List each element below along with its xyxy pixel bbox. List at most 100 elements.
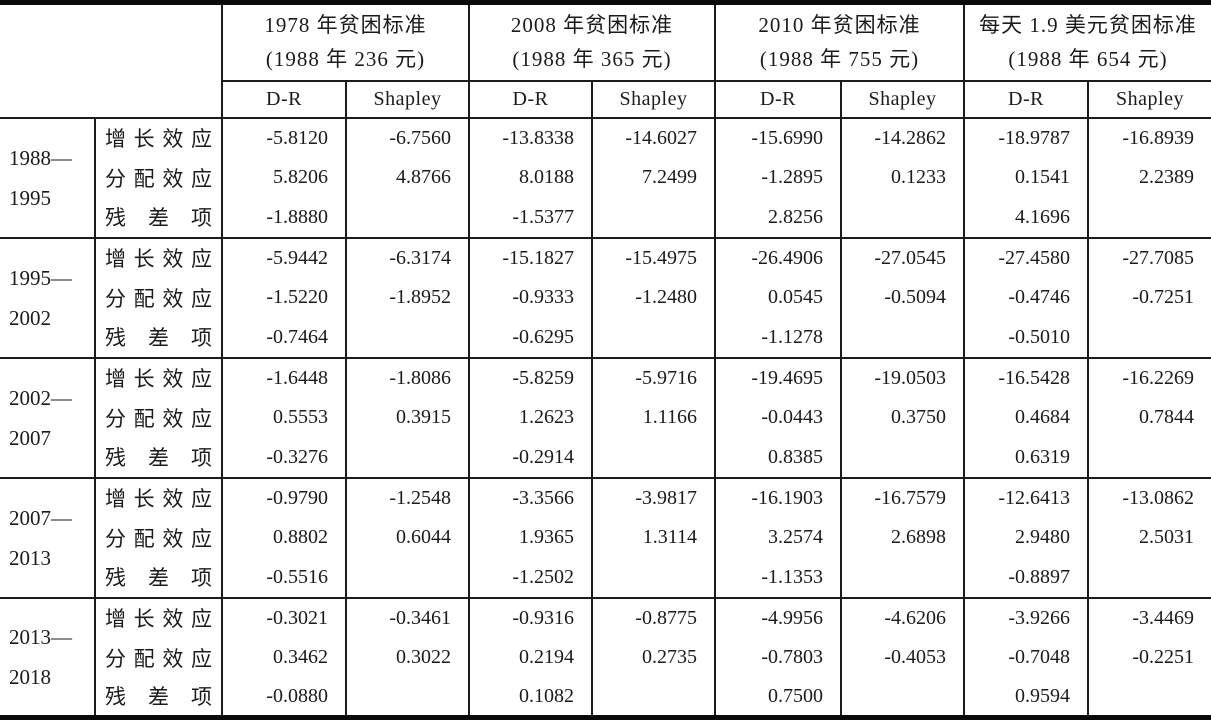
value-cell: 0.3915 [345, 397, 470, 438]
period-line: 2002— [9, 385, 72, 410]
period-cell: 1995— 2002 [0, 237, 96, 358]
value-cell [345, 677, 470, 718]
method-header-dr: D-R [221, 79, 347, 119]
method-header-dr: D-R [468, 79, 593, 119]
value-cell: 1.1166 [591, 397, 716, 438]
value-cell [345, 317, 470, 358]
value-cell: -3.9266 [963, 597, 1089, 638]
value-cell: 2.2389 [1087, 157, 1211, 198]
period-group-2013-2018: 2013— 2018 增长效应 -0.3021 -0.3461 -0.9316 … [0, 597, 1211, 718]
value-cell: 0.8385 [714, 437, 842, 478]
value-cell [840, 197, 965, 238]
value-cell: -0.4746 [963, 277, 1089, 318]
period-cell: 2002— 2007 [0, 357, 96, 478]
value-cell: -1.1353 [714, 557, 842, 598]
corner-cell [0, 1, 223, 119]
value-cell: -0.7048 [963, 637, 1089, 678]
value-cell: 2.9480 [963, 517, 1089, 558]
group-title: 每天 1.9 美元贫困标准 [979, 13, 1197, 38]
value-cell: 4.8766 [345, 157, 470, 198]
period-group-2007-2013: 2007— 2013 增长效应 -0.9790 -1.2548 -3.3566 … [0, 477, 1211, 598]
row-label: 增长效应 [94, 237, 223, 278]
method-header-dr: D-R [714, 79, 842, 119]
value-cell: 0.3750 [840, 397, 965, 438]
value-cell: -26.4906 [714, 237, 842, 278]
value-cell: -16.5428 [963, 357, 1089, 398]
group-subtitle: (1988 年 755 元) [759, 47, 920, 72]
value-cell: 1.9365 [468, 517, 593, 558]
value-cell: -12.6413 [963, 477, 1089, 518]
value-cell: -1.2502 [468, 557, 593, 598]
value-cell: -1.8880 [221, 197, 347, 238]
method-header-shapley: Shapley [591, 79, 716, 119]
period-cell: 2007— 2013 [0, 477, 96, 598]
value-cell: -16.7579 [840, 477, 965, 518]
period-cell: 2013— 2018 [0, 597, 96, 718]
value-cell: 7.2499 [591, 157, 716, 198]
value-cell: 2.6898 [840, 517, 965, 558]
period-line: 2013— [9, 624, 72, 649]
group-title: 1978 年贫困标准 [264, 13, 427, 38]
method-header-dr: D-R [963, 79, 1089, 119]
value-cell: 2.5031 [1087, 517, 1211, 558]
value-cell: 0.4684 [963, 397, 1089, 438]
method-header-shapley: Shapley [1087, 79, 1211, 119]
value-cell [591, 437, 716, 478]
row-label: 增长效应 [94, 597, 223, 638]
value-cell: 0.9594 [963, 677, 1089, 718]
value-cell: -0.9790 [221, 477, 347, 518]
period-line: 1995— [9, 265, 72, 290]
table-row: 2007— 2013 增长效应 -0.9790 -1.2548 -3.3566 … [0, 477, 1211, 598]
value-cell: 1.2623 [468, 397, 593, 438]
value-cell: 0.6319 [963, 437, 1089, 478]
value-cell: -0.8897 [963, 557, 1089, 598]
value-cell: -1.5377 [468, 197, 593, 238]
row-label: 残差项 [94, 557, 223, 598]
value-cell: 0.1541 [963, 157, 1089, 198]
value-cell [1087, 197, 1211, 238]
value-cell [591, 197, 716, 238]
value-cell: 0.2735 [591, 637, 716, 678]
value-cell: -1.2895 [714, 157, 842, 198]
value-cell: -0.3276 [221, 437, 347, 478]
method-header-shapley: Shapley [345, 79, 470, 119]
value-cell: -0.2914 [468, 437, 593, 478]
group-subtitle: (1988 年 365 元) [512, 47, 672, 72]
row-label: 分配效应 [94, 517, 223, 558]
value-cell [345, 197, 470, 238]
value-cell: -16.8939 [1087, 117, 1211, 158]
group-title: 2008 年贫困标准 [510, 13, 674, 38]
row-label: 增长效应 [94, 117, 223, 158]
row-label: 增长效应 [94, 477, 223, 518]
value-cell [840, 557, 965, 598]
value-cell [840, 437, 965, 478]
value-cell: 0.0545 [714, 277, 842, 318]
value-cell: 4.1696 [963, 197, 1089, 238]
table-row: 1995— 2002 增长效应 -5.9442 -6.3174 -15.1827… [0, 237, 1211, 358]
value-cell: -0.5516 [221, 557, 347, 598]
value-cell: -0.9333 [468, 277, 593, 318]
value-cell: -13.8338 [468, 117, 593, 158]
period-line: 2013 [9, 545, 51, 570]
value-cell: -4.6206 [840, 597, 965, 638]
table-row: 残差项 -1.8880 -1.5377 2.8256 4.1696 [0, 197, 1211, 238]
period-group-1988-1995: 1988— 1995 增长效应 -5.8120 -6.7560 -13.8338… [0, 117, 1211, 238]
period-cell: 1988— 1995 [0, 117, 96, 238]
row-label: 残差项 [94, 437, 223, 478]
value-cell: -16.1903 [714, 477, 842, 518]
value-cell: -5.8120 [221, 117, 347, 158]
value-cell [840, 317, 965, 358]
value-cell: 3.2574 [714, 517, 842, 558]
value-cell: -0.4053 [840, 637, 965, 678]
table-row: 残差项 -0.0880 0.1082 0.7500 0.9594 [0, 677, 1211, 718]
value-cell: 0.8802 [221, 517, 347, 558]
value-cell [591, 677, 716, 718]
row-label: 分配效应 [94, 637, 223, 678]
value-cell: 0.1082 [468, 677, 593, 718]
value-cell: -1.6448 [221, 357, 347, 398]
method-header-shapley: Shapley [840, 79, 965, 119]
value-cell: -18.9787 [963, 117, 1089, 158]
value-cell: -0.3461 [345, 597, 470, 638]
value-cell: 0.5553 [221, 397, 347, 438]
